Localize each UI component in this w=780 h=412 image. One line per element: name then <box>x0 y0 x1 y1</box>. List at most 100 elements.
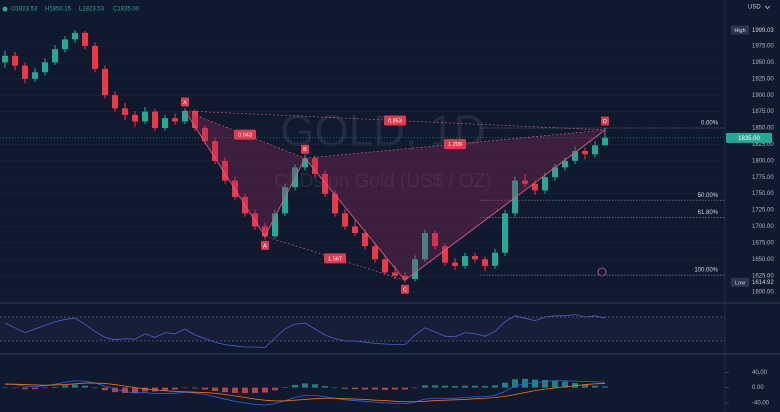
point-label: B <box>303 147 307 153</box>
ohlc-header: L1823.53 <box>79 7 105 13</box>
y-tick-label: 1600.00 <box>752 290 774 296</box>
ohlc-header: O1823.53 <box>11 7 38 13</box>
candle-body <box>192 110 198 129</box>
pattern-fill <box>185 110 305 237</box>
candle-body <box>522 180 528 184</box>
candle-body <box>202 128 208 142</box>
last-price-badge <box>726 132 772 143</box>
point-label: C <box>403 287 407 293</box>
candle-body <box>132 114 138 122</box>
histogram-bar <box>72 384 78 388</box>
point-label: X <box>183 100 187 106</box>
candle-body <box>282 187 288 214</box>
candle-body <box>172 118 178 122</box>
histogram-bar <box>482 386 488 388</box>
candle-body <box>22 65 28 79</box>
histogram-bar <box>452 386 458 388</box>
candle-body <box>322 173 328 194</box>
low-value: 1614.92 <box>752 280 774 286</box>
candle-body <box>82 32 88 46</box>
histogram-bar <box>252 387 258 393</box>
histogram-bar <box>362 387 368 390</box>
ratio-badge <box>384 115 406 126</box>
histogram-bar <box>232 387 238 393</box>
candle-body <box>352 226 358 234</box>
ratio-label: 1.567 <box>328 256 342 262</box>
point-badge <box>601 116 609 126</box>
high-label: High <box>734 28 745 34</box>
y-tick-label: 1825.00 <box>752 142 774 148</box>
histogram-bar <box>202 387 208 390</box>
histogram-bar <box>112 387 118 393</box>
y-tick-label: 0.00 <box>752 385 764 391</box>
histogram-bar <box>582 384 588 388</box>
pattern-fill <box>305 129 605 281</box>
histogram-bar <box>332 387 338 389</box>
y-tick-label: 1875.00 <box>752 109 774 115</box>
histogram-bar <box>212 387 218 392</box>
histogram-bar <box>182 387 188 389</box>
histogram-bar <box>352 387 358 390</box>
histogram-bar <box>2 387 8 388</box>
histogram-bar <box>442 385 448 388</box>
ratio-label: 0.643 <box>238 133 252 139</box>
candle-body <box>42 62 48 73</box>
y-tick-label: 40.00 <box>752 370 768 376</box>
candle-body <box>372 246 378 260</box>
candle-body <box>362 233 368 247</box>
histogram-bar <box>222 387 228 393</box>
fib-label: 50.00% <box>698 193 719 199</box>
histogram-bar <box>322 386 328 388</box>
candle-body <box>482 259 488 266</box>
ratio-badge <box>234 129 256 140</box>
histogram-bar <box>302 383 308 388</box>
histogram-bar <box>552 380 558 388</box>
histogram-bar <box>342 387 348 389</box>
histogram-bar <box>562 381 568 388</box>
histogram-bar <box>522 378 528 388</box>
signal-line <box>5 382 606 403</box>
histogram-bar <box>132 387 138 393</box>
candle-body <box>562 160 568 168</box>
candle-body <box>222 160 228 181</box>
y-tick-label: 1925.00 <box>752 76 774 82</box>
currency-dropdown-arrow[interactable] <box>764 5 771 10</box>
y-tick-label: 1675.00 <box>752 240 774 246</box>
fib-label: 61.80% <box>698 210 719 216</box>
candle-body <box>182 110 188 122</box>
candle-body <box>32 72 38 79</box>
candle-body <box>582 150 588 155</box>
candle-body <box>382 259 388 273</box>
histogram-bar <box>312 384 318 388</box>
histogram-bar <box>92 387 98 389</box>
y-tick-label: 1750.00 <box>752 191 774 197</box>
status-dot <box>2 6 8 12</box>
histogram-bar <box>402 387 408 390</box>
candle-body <box>472 256 478 260</box>
y-tick-label: 1650.00 <box>752 257 774 263</box>
histogram-bar <box>272 387 278 391</box>
candle-body <box>312 158 318 174</box>
histogram-bar <box>292 384 298 388</box>
candle-body <box>92 45 98 69</box>
histogram-bar <box>52 386 58 388</box>
candle-body <box>332 193 338 214</box>
point-badge <box>301 144 309 154</box>
rsi-line <box>4 314 606 349</box>
candle-body <box>572 150 578 161</box>
candle-body <box>592 145 598 155</box>
histogram-bar <box>82 385 88 388</box>
histogram-bar <box>592 385 598 388</box>
macd-line <box>4 380 606 406</box>
histogram-bar <box>542 380 548 388</box>
histogram-bar <box>502 382 508 388</box>
histogram-bar <box>142 387 148 392</box>
histogram-bar <box>382 387 388 390</box>
histogram-bar <box>192 387 198 389</box>
candle-body <box>342 213 348 227</box>
currency[interactable]: USD <box>748 5 761 11</box>
histogram-bar <box>512 379 518 388</box>
candle-body <box>602 137 608 146</box>
histogram-bar <box>262 387 268 393</box>
